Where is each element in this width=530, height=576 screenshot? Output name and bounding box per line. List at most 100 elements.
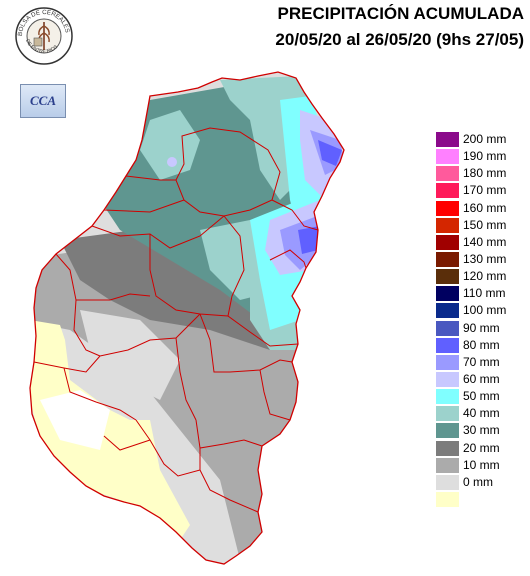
cca-logo-text: CCA (29, 93, 56, 108)
precipitation-fields (30, 72, 344, 564)
legend-swatch (436, 389, 459, 406)
legend-row: 190 mm (436, 148, 526, 166)
map-title: PRECIPITACIÓN ACUMULADA (277, 4, 525, 23)
field-70mm-spot (167, 157, 177, 167)
legend-swatch (436, 269, 459, 286)
legend-row: 30 mm (436, 422, 526, 440)
legend-label: 100 mm (463, 303, 507, 318)
bolsa-cereales-logo: BOLSA DE CEREALES DE ENTRE RIOS (15, 7, 73, 65)
legend-swatch (436, 183, 459, 200)
legend-swatch (436, 200, 459, 217)
legend-row: 160 mm (436, 200, 526, 217)
department-boundary-h (55, 253, 101, 357)
legend-row: 0 mm (436, 474, 526, 491)
legend-swatch (436, 423, 459, 440)
department-boundary-c (103, 199, 185, 213)
department-boundary-g (271, 199, 319, 231)
legend-swatch (436, 149, 459, 166)
legend-label: 120 mm (463, 269, 507, 284)
field-50mm-north-a (140, 110, 200, 180)
legend-swatch (436, 320, 459, 337)
legend-label: 10 mm (463, 457, 500, 472)
field-30mm-central (60, 228, 300, 350)
legend-swatch (436, 371, 459, 388)
field-90mm-a (318, 140, 342, 166)
legend-row: 10 mm (436, 457, 526, 474)
field-10mm-patch (80, 310, 180, 400)
legend-row: 170 mm (436, 182, 526, 200)
legend-label: 130 mm (463, 251, 507, 266)
legend-row: 130 mm (436, 251, 526, 268)
legend-swatch (436, 303, 459, 320)
department-boundary-j (99, 313, 201, 357)
department-boundary-i (76, 293, 151, 301)
legend-swatch (436, 457, 459, 474)
legend-row: 60 mm (436, 371, 526, 388)
legend-row: 200 mm (436, 131, 526, 148)
department-boundary-k (33, 355, 101, 373)
department-boundary-t (269, 249, 307, 269)
legend-row: 150 mm (436, 217, 526, 234)
legend: 200 mm 190 mm 180 mm 170 mm 160 mm 150 mm 140 … (436, 131, 526, 508)
department-boundary-r (103, 435, 151, 451)
legend-label: 20 mm (463, 440, 500, 455)
legend-label: 70 mm (463, 354, 500, 369)
department-boundary-l (63, 367, 137, 421)
cca-logo: CCA (20, 84, 66, 118)
legend-swatch (436, 251, 459, 268)
legend-swatch (436, 491, 459, 508)
legend-label: 30 mm (463, 423, 500, 438)
legend-row: 110 mm (436, 285, 526, 303)
legend-label: 140 mm (463, 234, 507, 249)
legend-row: 140 mm (436, 234, 526, 251)
field-90mm-b (298, 226, 320, 254)
legend-label: 0 mm (463, 474, 493, 489)
legend-label: 180 mm (463, 166, 507, 181)
department-boundary-b (125, 175, 176, 181)
department-boundary-p (195, 419, 263, 449)
legend-row: 40 mm (436, 405, 526, 423)
legend-label: 40 mm (463, 406, 500, 421)
map-period: 20/05/20 al 26/05/20 (9hs 27/05) (275, 30, 524, 49)
department-boundary-d (91, 215, 225, 249)
legend-swatch (436, 132, 459, 148)
legend-label: 150 mm (463, 217, 507, 232)
legend-row: 80 mm (436, 337, 526, 354)
province-outline (29, 71, 345, 565)
department-boundary-f (223, 215, 299, 347)
legend-row: 70 mm (436, 354, 526, 371)
legend-label: 200 mm (463, 132, 507, 146)
legend-swatch (436, 354, 459, 371)
legend-label: 90 mm (463, 320, 500, 335)
legend-label: 190 mm (463, 149, 507, 164)
legend-row: 100 mm (436, 302, 526, 320)
legend-label: 60 mm (463, 371, 500, 386)
department-boundaries (29, 71, 345, 565)
legend-row: 20 mm (436, 440, 526, 457)
legend-swatch (436, 166, 459, 183)
legend-swatch (436, 406, 459, 423)
legend-row: 50 mm (436, 388, 526, 406)
legend-label: 80 mm (463, 337, 500, 352)
legend-label: 160 mm (463, 200, 507, 215)
legend-label: 110 mm (463, 286, 506, 301)
legend-row: 120 mm (436, 268, 526, 286)
legend-row (436, 491, 526, 508)
legend-row: 90 mm (436, 320, 526, 337)
legend-swatch (436, 337, 459, 354)
department-boundary-n (199, 313, 293, 373)
legend-swatch (436, 474, 459, 491)
legend-row: 180 mm (436, 165, 526, 183)
legend-label: 50 mm (463, 389, 500, 404)
field-0mm (30, 320, 190, 540)
field-no-data (40, 390, 110, 450)
legend-swatch (436, 217, 459, 234)
department-boundary-s (199, 469, 259, 513)
department-boundary-e (149, 234, 229, 317)
legend-label: 170 mm (463, 183, 507, 198)
legend-swatch (436, 234, 459, 251)
legend-swatch (436, 286, 459, 303)
department-boundary-m (175, 337, 197, 421)
department-boundary-q (135, 419, 201, 477)
